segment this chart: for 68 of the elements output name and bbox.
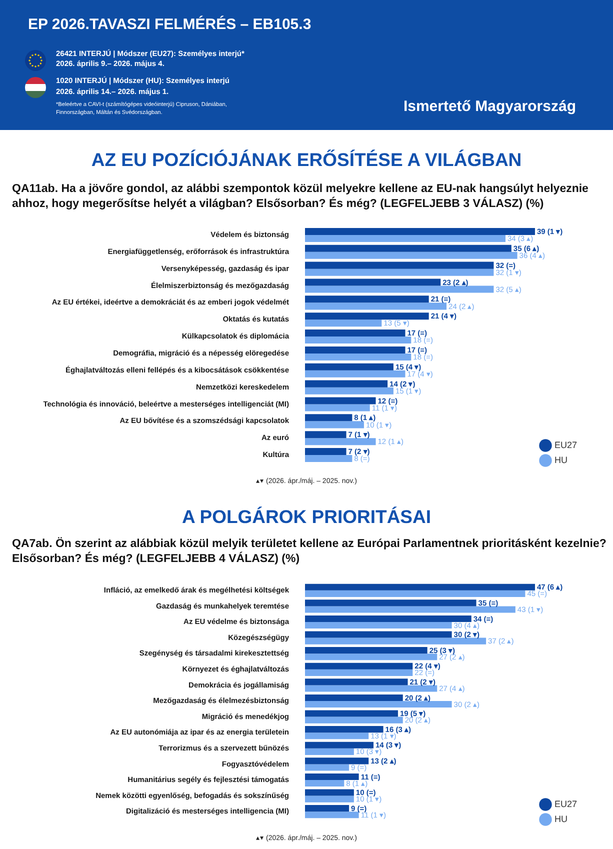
bar xyxy=(305,262,494,269)
bar xyxy=(305,600,476,606)
bar xyxy=(305,710,398,717)
bar xyxy=(305,694,403,701)
text: EP 2026.TAVASZI FELMÉRÉS – EB105.3 xyxy=(28,16,312,33)
bar xyxy=(305,431,346,438)
bar xyxy=(305,669,413,676)
chart-subtitle: QA11ab. Ha a jövőre gondol, az alábbi szempontok közül melyekre kellene az EU-nak hangsúlyt helyeznie ahhoz, hogy megerősítse helyét a világban? Elsősorban? És még? (LEGFELJEBB 3 VÁLASZ) (%) xyxy=(12,183,588,210)
bar xyxy=(305,421,364,428)
chart-title: A POLGÁROK PRIORITÁSAI xyxy=(182,506,432,527)
bar xyxy=(305,789,354,796)
bar xyxy=(305,278,441,286)
bar xyxy=(305,584,535,590)
bar xyxy=(305,678,408,686)
bar xyxy=(305,414,352,422)
bar xyxy=(305,234,506,242)
bar xyxy=(305,758,369,764)
chart-subtitle: QA7ab. Ön szerint az alábbiak közül melyik területet kellene az Európai Parlamentnek prioritásként kezelnie? Elsősorban? És még? (LEGFELJEBB 4 VÁLASZ) (%) xyxy=(12,538,606,565)
bar xyxy=(305,647,428,654)
legend-label: HU xyxy=(554,814,568,824)
legend-label: HU xyxy=(554,454,568,465)
bar xyxy=(305,286,494,293)
bar xyxy=(305,606,516,613)
bar xyxy=(305,701,452,708)
bar xyxy=(305,302,447,310)
bar xyxy=(305,685,438,692)
bar xyxy=(305,320,382,327)
bar xyxy=(305,773,359,780)
bar xyxy=(305,796,354,802)
bar xyxy=(305,764,350,771)
bar xyxy=(305,268,494,276)
bar xyxy=(305,296,429,303)
chart-title: AZ EU POZÍCIÓJÁNAK ERŐSÍTÉSE A VILÁGBAN xyxy=(91,149,522,170)
legend-label: EU27 xyxy=(554,798,577,809)
bar xyxy=(305,590,526,597)
bar xyxy=(305,448,346,456)
bar xyxy=(305,812,359,818)
bar xyxy=(305,805,350,812)
bar xyxy=(305,748,354,755)
bar xyxy=(305,387,394,394)
legend-label: EU27 xyxy=(554,440,577,450)
bar xyxy=(305,732,369,740)
bar xyxy=(305,380,388,388)
bar xyxy=(305,353,412,360)
bar xyxy=(305,455,352,462)
bar xyxy=(305,252,518,259)
bar xyxy=(305,397,376,404)
bar xyxy=(305,312,429,320)
bar xyxy=(305,742,374,748)
text: Ismertető Magyarország xyxy=(403,98,576,115)
bar xyxy=(305,638,486,644)
bar xyxy=(305,336,412,344)
bar xyxy=(305,244,512,252)
bar xyxy=(305,404,370,412)
bar xyxy=(305,438,376,446)
bar xyxy=(305,370,406,378)
bar xyxy=(305,330,406,337)
bar xyxy=(305,228,535,235)
bar xyxy=(305,726,384,733)
bar xyxy=(305,716,403,724)
bar xyxy=(305,615,472,622)
bar xyxy=(305,654,438,660)
bar xyxy=(305,622,452,629)
bar xyxy=(305,346,406,354)
bar xyxy=(305,363,394,370)
bar xyxy=(305,780,344,787)
bar xyxy=(305,631,452,638)
bar xyxy=(305,662,413,670)
